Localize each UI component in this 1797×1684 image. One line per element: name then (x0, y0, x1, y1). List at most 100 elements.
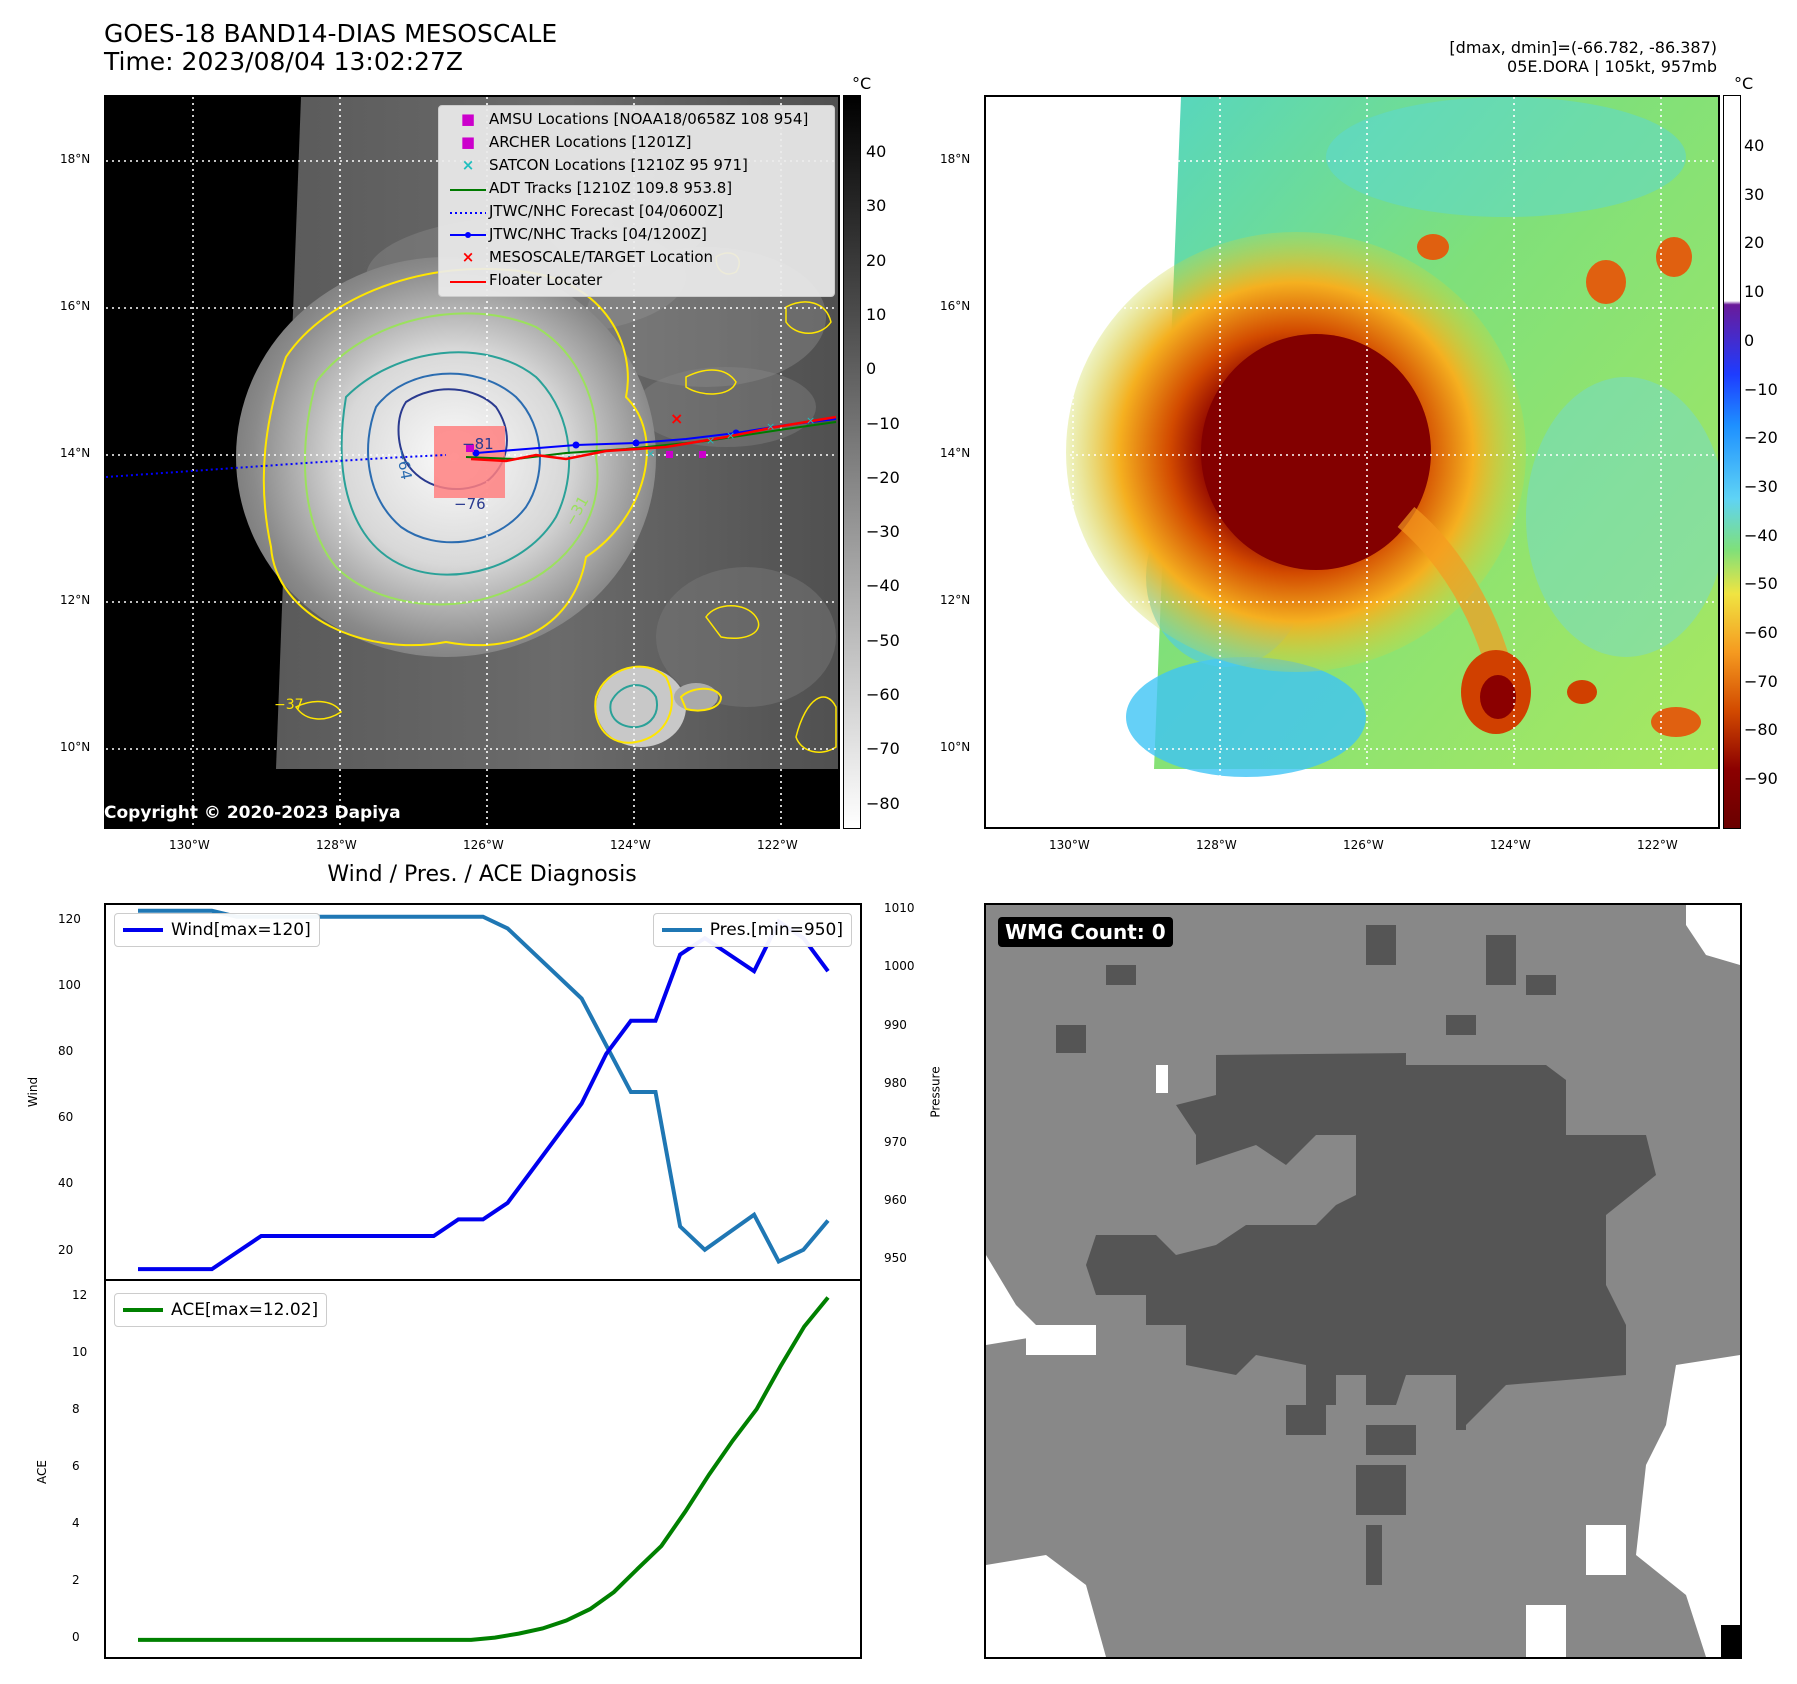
contour-label: −81 (462, 435, 494, 453)
ir-colorbar-tick: −50 (866, 630, 900, 650)
pressure-tick-label: 1010 (884, 900, 915, 915)
enhanced-colorbar-tick: −70 (1744, 671, 1778, 691)
enhanced-colorbar-tick: 20 (1744, 233, 1765, 253)
legend-item: Floater Locater (450, 270, 603, 289)
enhanced-colorbar-tick: −60 (1744, 623, 1778, 642)
lon-tick-label: 122°W (1637, 838, 1678, 852)
intensity-summary: [dmax, dmin]=(-66.782, -86.387) 05E.DORA… (1449, 38, 1717, 76)
lon-tick-label: 128°W (316, 838, 357, 852)
lat-tick-label: 16°N (940, 299, 971, 313)
pressure-tick-label: 980 (884, 1076, 907, 1091)
lat-tick-label: 14°N (60, 446, 91, 460)
svg-text:×: × (726, 429, 735, 442)
ir-colorbar (843, 95, 861, 829)
ir-legend: ■ AMSU Locations [NOAA18/0658Z 108 954] ■… (438, 105, 835, 297)
legend-item: × MESOSCALE/TARGET Location (461, 247, 714, 266)
lon-tick-label: 128°W (1196, 838, 1237, 852)
wind-tick-label: 20 (58, 1242, 74, 1257)
diagnosis-title: Wind / Pres. / ACE Diagnosis (327, 862, 637, 887)
enhanced-colorbar-tick: 10 (1744, 282, 1765, 302)
ir-colorbar-unit: °C (852, 74, 872, 93)
lat-tick-label: 12°N (940, 593, 971, 607)
contour-label: −37 (274, 697, 304, 713)
enhanced-colorbar-tick: −50 (1744, 574, 1778, 594)
contour-label: −76 (454, 495, 486, 513)
ir-satellite-panel: × × × × × × −81 −64 −76 −31 −37 ■ AMSU Locati… (104, 95, 840, 829)
wind-tick-label: 60 (58, 1110, 74, 1125)
ir-colorbar-tick: −10 (866, 413, 900, 433)
pressure-tick-label: 990 (884, 1017, 907, 1032)
wind-tick-label: 80 (58, 1043, 74, 1058)
lat-tick-label: 10°N (940, 740, 971, 754)
lat-tick-label: 10°N (60, 740, 91, 754)
lon-tick-label: 122°W (757, 838, 798, 852)
lon-tick-label: 124°W (1490, 838, 1531, 852)
legend-item: ADT Tracks [1210Z 109.8 953.8] (450, 178, 733, 197)
legend-item: ■ AMSU Locations [NOAA18/0658Z 108 954] (460, 109, 809, 128)
ir-colorbar-tick: −70 (866, 739, 900, 759)
wind-tick-label: 100 (58, 977, 81, 992)
enhanced-colorbar-tick: −10 (1744, 379, 1778, 399)
enhanced-colorbar-tick: 30 (1744, 184, 1765, 204)
pressure-tick-label: 970 (884, 1134, 907, 1149)
pressure-axis-label: Pressure (928, 1066, 943, 1118)
lat-tick-label: 14°N (940, 446, 971, 460)
wmg-image (986, 905, 1740, 1657)
ir-colorbar-tick: 30 (866, 196, 887, 216)
svg-text:×: × (806, 414, 815, 427)
ace-series-line (138, 1296, 830, 1642)
lon-tick-label: 130°W (1049, 838, 1090, 852)
ace-tick-label: 4 (72, 1515, 80, 1530)
ace-tick-label: 2 (72, 1572, 80, 1587)
wmg-count-badge: WMG Count: 0 (998, 917, 1173, 947)
lat-tick-label: 18°N (940, 152, 971, 166)
ir-colorbar-tick: −20 (866, 467, 900, 487)
ir-colorbar-tick: −60 (866, 685, 900, 704)
ir-colorbar-tick: −30 (866, 522, 900, 542)
enhanced-colorbar-tick: −30 (1744, 476, 1778, 496)
wind-series-line (138, 918, 830, 1272)
ir-colorbar-tick: −80 (866, 793, 900, 813)
ace-line (138, 1296, 830, 1642)
legend-item: ■ ARCHER Locations [1201Z] (460, 132, 692, 151)
enhanced-colorbar-tick: −40 (1744, 525, 1778, 545)
enhanced-ir-panel (984, 95, 1720, 829)
legend-item: JTWC/NHC Forecast [04/0600Z] (450, 201, 724, 220)
svg-text:×: × (670, 409, 683, 428)
wmg-panel: WMG Count: 0 (984, 903, 1742, 1659)
ir-colorbar-tick: 20 (866, 250, 887, 270)
enhanced-colorbar-tick: −90 (1744, 769, 1778, 789)
wind-tick-label: 40 (58, 1176, 74, 1191)
enhanced-colorbar-tick: 0 (1744, 330, 1755, 350)
enhanced-colorbar-tick: −20 (1744, 428, 1778, 448)
copyright-text: Copyright © 2020-2023 Dapiya (104, 803, 401, 823)
ir-colorbar-tick: 10 (866, 304, 887, 324)
wind-legend: Wind[max=120] (114, 913, 320, 947)
enhanced-colorbar-unit: °C (1734, 74, 1754, 93)
legend-item: JTWC/NHC Tracks [04/1200Z] (447, 223, 707, 243)
figure-title: GOES-18 BAND14-DIAS MESOSCALE Time: 2023… (104, 19, 558, 76)
lon-tick-label: 130°W (169, 838, 210, 852)
svg-text:×: × (766, 420, 775, 433)
svg-text:×: × (706, 434, 715, 447)
pressure-series-line (138, 908, 830, 1265)
svg-text:×: × (646, 447, 655, 460)
enhanced-map-image (986, 97, 1718, 827)
pressure-tick-label: 960 (884, 1193, 907, 1208)
pressure-legend: Pres.[min=950] (652, 913, 852, 947)
ace-plot: ACE[max=12.02] (104, 1279, 862, 1659)
lon-tick-label: 126°W (1343, 838, 1384, 852)
enhanced-colorbar-tick: 40 (1744, 136, 1765, 155)
wind-pressure-plot: Wind[max=120] Pres.[min=950] (104, 903, 862, 1281)
pressure-tick-label: 1000 (884, 959, 915, 974)
lat-tick-label: 16°N (60, 299, 91, 313)
ir-colorbar-tick: 0 (866, 359, 877, 379)
ir-colorbar-tick: −40 (866, 576, 900, 596)
lon-tick-label: 126°W (463, 838, 504, 852)
wind-pressure-lines (138, 908, 830, 1272)
lat-tick-label: 12°N (60, 593, 91, 607)
lon-tick-label: 124°W (610, 838, 651, 852)
ir-colorbar-tick: 40 (866, 142, 887, 161)
enhanced-colorbar-tick: −80 (1744, 720, 1778, 740)
lat-tick-label: 18°N (60, 152, 91, 166)
